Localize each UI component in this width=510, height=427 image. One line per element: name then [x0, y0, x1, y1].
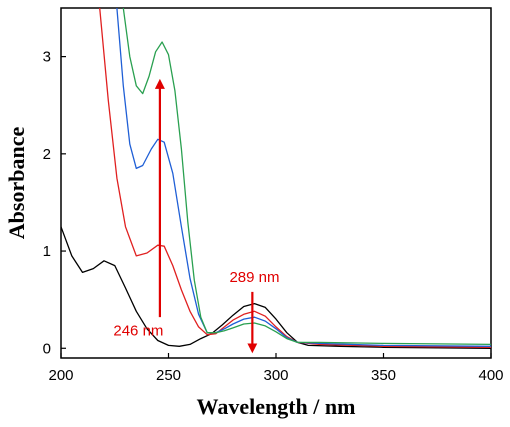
y-axis-label: Absorbance [4, 127, 29, 240]
series-line [116, 8, 491, 347]
annotations-group: 246 nm 289 nm [113, 78, 280, 354]
x-tick-label: 250 [156, 367, 181, 384]
series-line [122, 8, 491, 346]
x-tick-label: 300 [263, 367, 288, 384]
peak-annotation: 289 nm [229, 269, 279, 286]
axis-ticks: 200 250 300 350 400 0 1 2 3 [43, 49, 504, 384]
plot-frame [60, 7, 492, 359]
y-tick-label: 3 [43, 49, 51, 66]
series-line [99, 8, 491, 348]
y-tick-label: 1 [43, 243, 51, 260]
x-tick-label: 350 [371, 367, 396, 384]
series-group [61, 8, 491, 349]
peak-annotation: 246 nm [113, 323, 163, 340]
x-axis-label: Wavelength / nm [197, 394, 356, 419]
x-tick-label: 400 [478, 367, 503, 384]
y-tick-label: 0 [43, 340, 51, 357]
x-tick-label: 200 [48, 367, 73, 384]
y-tick-label: 2 [43, 146, 51, 163]
series-line [61, 226, 491, 349]
